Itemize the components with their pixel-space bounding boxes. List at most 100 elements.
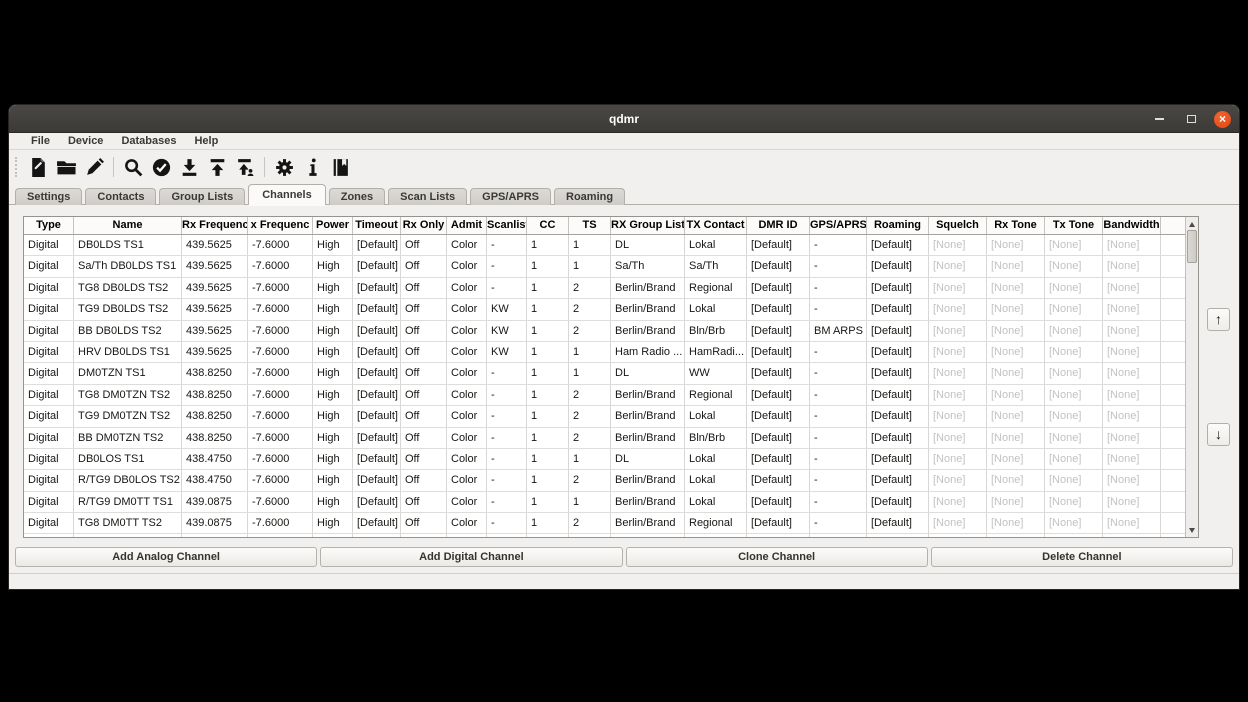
cell[interactable]: Berlin/Brand [611,384,685,406]
close-button[interactable]: × [1214,110,1231,128]
cell[interactable]: Off [401,513,447,534]
cell[interactable]: DL [611,448,685,470]
cell[interactable]: 1 [527,470,569,491]
table-row[interactable]: Digital R/TG9 DM0TT TS1 439.0875 -7.6000 Hig… [24,491,1185,514]
cell[interactable]: Digital [24,363,74,384]
cell[interactable]: [Default] [747,256,810,277]
column-header-type[interactable]: Type [24,217,74,234]
cell[interactable]: [None] [929,363,987,384]
column-header-timeout[interactable]: Timeout [353,217,401,234]
cell[interactable]: [Default] [747,320,810,341]
cell[interactable]: Lokal [685,406,747,427]
cell[interactable]: KW [487,320,527,341]
open-codeplug-button[interactable] [53,154,79,180]
cell[interactable]: 1 [569,235,611,256]
cell[interactable]: [Default] [747,406,810,427]
cell[interactable]: -7.6000 [248,491,313,513]
cell[interactable]: High [313,513,353,534]
toolbar-drag-handle[interactable] [15,157,19,177]
cell[interactable]: Color [447,363,487,384]
cell[interactable]: 2 [569,299,611,320]
cell[interactable]: [None] [929,384,987,406]
cell[interactable]: - [810,299,867,320]
table-row[interactable]: Digital TG8 DM0TZN TS2 438.8250 -7.6000 High… [24,384,1185,407]
cell[interactable]: Color [447,427,487,448]
cell[interactable]: Sa/Th [611,256,685,277]
column-header-gps-aprs[interactable]: GPS/APRS [810,217,867,234]
cell[interactable]: [None] [1103,448,1161,470]
cell[interactable]: KW [487,341,527,363]
cell[interactable]: Bln/Brb [685,427,747,448]
cell[interactable]: 2 [569,320,611,341]
cell[interactable]: [Default] [867,491,929,513]
cell[interactable]: - [810,406,867,427]
cell[interactable]: HRV DB0LDS TS1 [74,341,182,363]
cell[interactable]: Digital [24,299,74,320]
table-row[interactable]: Digital TG8 DB0LDS TS2 439.5625 -7.6000 High… [24,277,1185,300]
scrollbar-thumb[interactable] [1187,230,1197,263]
cell[interactable]: Lokal [685,299,747,320]
cell[interactable]: Off [401,384,447,406]
cell[interactable]: [None] [1045,235,1103,256]
cell[interactable]: Regional [685,384,747,406]
cell[interactable]: - [487,406,527,427]
manual-book-button[interactable] [327,154,353,180]
cell[interactable]: [Default] [353,320,401,341]
cell[interactable]: [None] [987,299,1045,320]
cell[interactable]: [Default] [747,341,810,363]
cell[interactable]: [Default] [867,235,929,256]
cell[interactable]: 439.0875 [182,513,248,534]
cell[interactable]: [Default] [867,363,929,384]
cell[interactable]: Digital [24,320,74,341]
cell[interactable]: Color [447,513,487,534]
cell[interactable]: - [810,448,867,470]
cell[interactable]: Color [447,384,487,406]
cell[interactable]: Berlin/Brand [611,277,685,299]
cell[interactable]: Berlin/Brand [611,491,685,513]
cell[interactable]: [Default] [747,448,810,470]
cell[interactable]: -7.6000 [248,384,313,406]
cell[interactable]: Berlin/Brand [611,470,685,491]
scroll-down-arrow[interactable] [1186,524,1198,536]
cell[interactable]: [None] [987,491,1045,513]
tab-scan-lists[interactable]: Scan Lists [388,188,468,205]
cell[interactable]: [None] [1045,406,1103,427]
cell[interactable]: Bln/Brb [685,320,747,341]
cell[interactable]: [None] [987,513,1045,534]
cell[interactable]: Color [447,277,487,299]
cell[interactable]: Digital [24,470,74,491]
cell[interactable]: HamRadi... [685,341,747,363]
cell[interactable]: -7.6000 [248,363,313,384]
cell[interactable]: [Default] [867,320,929,341]
cell[interactable]: DM0TZN TS1 [74,363,182,384]
table-row-partial[interactable] [24,534,1185,537]
cell[interactable]: Off [401,470,447,491]
cell[interactable]: [Default] [353,235,401,256]
cell[interactable]: - [487,384,527,406]
cell[interactable]: - [810,256,867,277]
cell[interactable]: Off [401,256,447,277]
cell[interactable]: [None] [1103,406,1161,427]
cell[interactable]: 2 [569,513,611,534]
cell[interactable]: [None] [1045,384,1103,406]
cell[interactable]: 1 [527,427,569,448]
cell[interactable]: 1 [527,235,569,256]
cell[interactable]: Color [447,299,487,320]
column-header-rx-tone[interactable]: Rx Tone [987,217,1045,234]
cell[interactable]: BB DM0TZN TS2 [74,427,182,448]
minimize-button[interactable] [1150,110,1168,128]
menu-item-file[interactable]: File [31,135,50,147]
cell[interactable]: 1 [527,513,569,534]
cell[interactable]: Lokal [685,235,747,256]
cell[interactable]: DL [611,235,685,256]
cell[interactable]: [None] [1103,277,1161,299]
cell[interactable]: 1 [569,448,611,470]
cell[interactable]: BB DB0LDS TS2 [74,320,182,341]
cell[interactable]: Regional [685,513,747,534]
delete-channel-button[interactable]: Delete Channel [930,547,1233,567]
cell[interactable]: [None] [987,320,1045,341]
cell[interactable]: 438.4750 [182,470,248,491]
table-row[interactable]: Digital R/TG9 DB0LOS TS2 438.4750 -7.6000 Hi… [24,470,1185,492]
cell[interactable]: [Default] [867,256,929,277]
cell[interactable]: Off [401,448,447,470]
